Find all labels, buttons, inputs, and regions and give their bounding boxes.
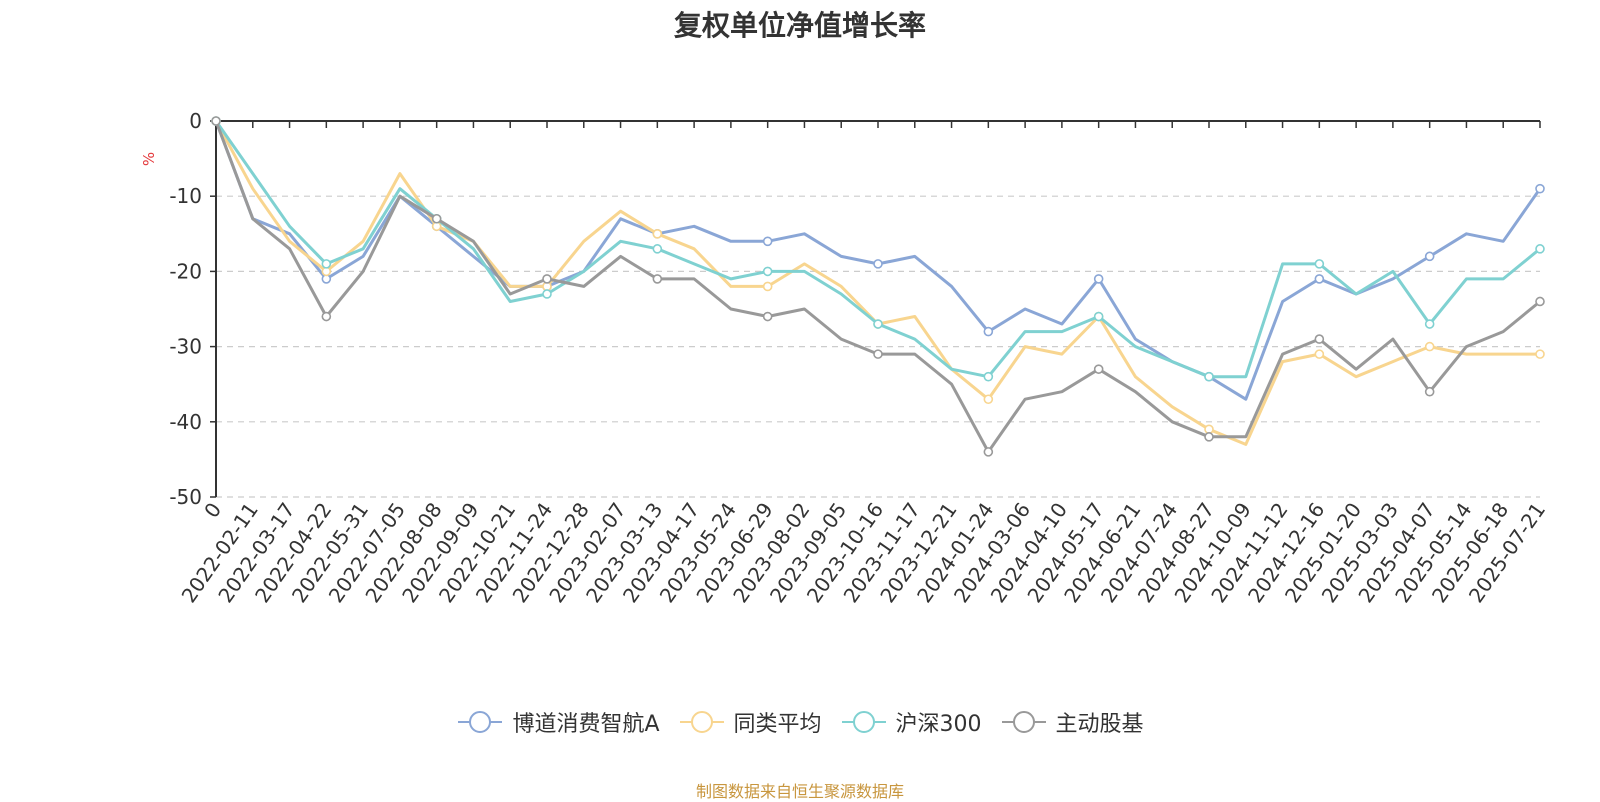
- data-point: [1093, 274, 1104, 284]
- legend-label: 沪深300: [895, 712, 982, 737]
- data-point: [1093, 311, 1104, 322]
- data-point: [873, 349, 883, 359]
- data-point: [1314, 274, 1325, 284]
- legend-item[interactable]: 主动股基: [1000, 706, 1144, 738]
- data-point: [321, 259, 332, 269]
- legend-swatch-icon: [679, 711, 724, 733]
- legend-swatch-circle: [852, 711, 875, 733]
- legend-swatch-icon: [458, 711, 503, 733]
- data-point: [983, 394, 994, 405]
- data-point: [983, 371, 994, 382]
- data-point: [873, 319, 883, 329]
- data-point: [431, 213, 442, 224]
- legend-swatch-circle: [469, 711, 492, 733]
- data-point: [1535, 349, 1545, 359]
- data-point: [1424, 319, 1435, 329]
- y-tick-label: -30: [169, 335, 202, 359]
- data-point: [1424, 251, 1435, 262]
- data-point: [762, 266, 773, 277]
- data-point: [1314, 259, 1325, 269]
- chart-title: 复权单位净值增长率: [673, 9, 926, 42]
- x-tick-label: 0: [199, 498, 226, 522]
- axes: [210, 120, 1541, 498]
- legend-item[interactable]: 沪深300: [840, 706, 982, 738]
- data-point: [762, 311, 773, 322]
- data-point: [1424, 341, 1435, 352]
- data-point: [652, 274, 663, 284]
- data-point: [652, 244, 663, 254]
- legend-item[interactable]: 同类平均: [678, 706, 822, 738]
- legend-swatch-circle: [1012, 711, 1035, 733]
- data-point: [983, 447, 994, 457]
- data-point: [321, 311, 332, 322]
- data-point: [1535, 296, 1545, 307]
- legend-label: 主动股基: [1055, 712, 1144, 737]
- data-point: [542, 274, 552, 284]
- legend-swatch-icon: [1001, 711, 1046, 733]
- data-point: [542, 289, 552, 299]
- grid-lines: [216, 195, 1540, 498]
- data-point: [1535, 183, 1545, 194]
- y-tick-label: -20: [169, 259, 202, 283]
- data-point: [762, 281, 773, 292]
- y-tick-label: -40: [169, 410, 202, 434]
- y-tick-label: -50: [169, 485, 202, 509]
- line-chart: 0-10-20-30-40-5002022-02-112022-03-17202…: [169, 109, 1550, 607]
- data-point: [873, 259, 883, 269]
- data-point: [211, 116, 221, 126]
- series-lines: [211, 116, 1545, 457]
- legend-swatch-icon: [841, 711, 886, 733]
- legend-swatch-circle: [690, 711, 713, 733]
- data-point: [1314, 349, 1325, 359]
- data-point: [1424, 386, 1435, 397]
- data-point: [1204, 371, 1214, 382]
- legend-item[interactable]: 博道消费智航A: [456, 706, 660, 738]
- data-point: [1314, 334, 1325, 344]
- data-point: [1093, 364, 1104, 374]
- data-point: [652, 229, 663, 239]
- series-line: [214, 120, 1541, 379]
- data-point: [983, 326, 994, 337]
- legend-label: 博道消费智航A: [512, 712, 660, 737]
- y-tick-label: -10: [169, 184, 202, 208]
- source-note: 制图数据来自恒生聚源数据库: [695, 782, 904, 801]
- data-point: [1204, 432, 1214, 442]
- legend: 博道消费智航A 同类平均 沪深300 主动股基: [0, 706, 1600, 738]
- y-tick-label: 0: [189, 109, 202, 133]
- legend-label: 同类平均: [733, 712, 822, 737]
- data-point: [762, 236, 773, 247]
- data-point: [1535, 244, 1545, 254]
